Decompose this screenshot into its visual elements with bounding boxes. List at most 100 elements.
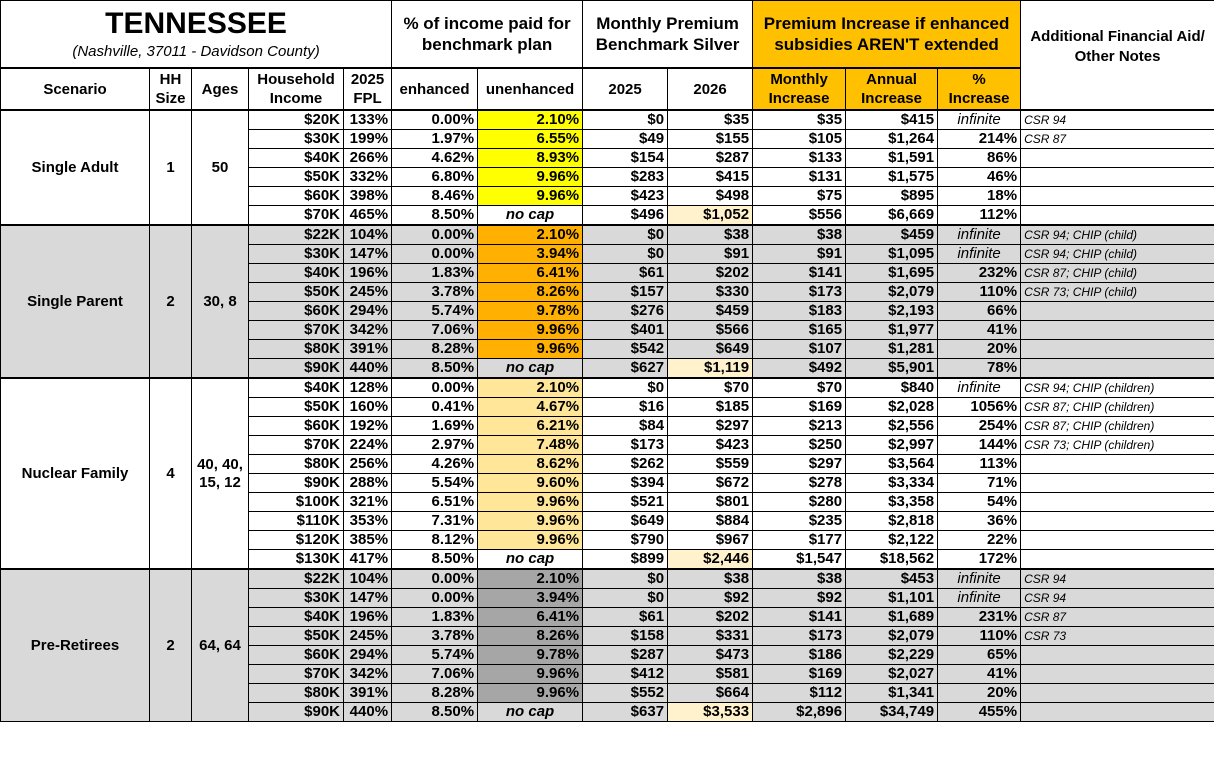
unenhanced-pct-cell: 6.21% <box>477 416 584 436</box>
annual-increase-cell: $1,689 <box>845 607 939 627</box>
income-cell: $50K <box>248 397 344 417</box>
unenhanced-pct-cell: 6.41% <box>477 263 584 283</box>
monthly-increase-cell: $133 <box>752 148 847 168</box>
page-subtitle: (Nashville, 37011 - Davidson County) <box>72 42 320 60</box>
income-cell: $50K <box>248 626 344 646</box>
annual-increase-cell: $1,695 <box>845 263 939 283</box>
note-cell <box>1020 702 1214 722</box>
premium-2025-cell: $262 <box>582 454 669 474</box>
premium-2026-cell: $1,052 <box>667 205 754 226</box>
unenhanced-pct-cell: 2.10% <box>477 568 584 589</box>
table-row: $30K 147% 0.00% 3.94% $0 $92 $92 $1,101 infinite… <box>1 588 1214 608</box>
column-header: Annual Increase <box>845 67 939 111</box>
fpl-cell: 332% <box>342 167 393 187</box>
premium-2025-cell: $899 <box>582 549 669 570</box>
scenario-cell: Single Adult <box>0 109 150 226</box>
hh-size-cell: 1 <box>149 109 192 226</box>
income-cell: $40K <box>248 607 344 627</box>
enhanced-pct-cell: 7.06% <box>391 664 479 684</box>
table-row: $60K 294% 5.74% 9.78% $287 $473 $186 $2,229 65% <box>1 645 1214 665</box>
note-cell <box>1020 301 1214 321</box>
monthly-increase-cell: $105 <box>752 129 847 149</box>
annual-increase-cell: $1,575 <box>845 167 939 187</box>
enhanced-pct-cell: 0.00% <box>391 568 479 589</box>
annual-increase-cell: $5,901 <box>845 358 939 379</box>
premium-2026-cell: $38 <box>667 568 754 589</box>
enhanced-pct-cell: 5.74% <box>391 301 479 321</box>
monthly-increase-cell: $186 <box>752 645 847 665</box>
annual-increase-cell: $3,358 <box>845 492 939 512</box>
premium-2026-cell: $559 <box>667 454 754 474</box>
fpl-cell: 321% <box>342 492 393 512</box>
pct-increase-cell: 46% <box>937 167 1022 187</box>
premium-2026-cell: $473 <box>667 645 754 665</box>
monthly-increase-cell: $112 <box>752 683 847 703</box>
fpl-cell: 104% <box>342 224 393 245</box>
annual-increase-cell: $18,562 <box>845 549 939 570</box>
enhanced-pct-cell: 0.41% <box>391 397 479 417</box>
note-cell: CSR 87; CHIP (child) <box>1020 263 1214 283</box>
unenhanced-pct-cell: 7.48% <box>477 435 584 455</box>
table-row: $90K 440% 8.50% no cap $627 $1,119 $492 $5,901 7… <box>1 358 1214 379</box>
note-cell: CSR 87 <box>1020 129 1214 149</box>
pct-increase-cell: 144% <box>937 435 1022 455</box>
income-cell: $70K <box>248 664 344 684</box>
hh-size-cell: 2 <box>149 568 192 722</box>
annual-increase-cell: $2,079 <box>845 626 939 646</box>
pct-increase-cell: 71% <box>937 473 1022 493</box>
pct-increase-cell: 113% <box>937 454 1022 474</box>
pct-increase-cell: infinite <box>937 244 1022 264</box>
fpl-cell: 288% <box>342 473 393 493</box>
ages-cell: 64, 64 <box>191 568 249 722</box>
note-cell <box>1020 683 1214 703</box>
enhanced-pct-cell: 8.28% <box>391 339 479 359</box>
enhanced-pct-cell: 8.50% <box>391 358 479 379</box>
fpl-cell: 192% <box>342 416 393 436</box>
premium-2026-cell: $498 <box>667 186 754 206</box>
fpl-cell: 294% <box>342 645 393 665</box>
pct-increase-cell: 231% <box>937 607 1022 627</box>
monthly-increase-cell: $75 <box>752 186 847 206</box>
table-row: $40K 196% 1.83% 6.41% $61 $202 $141 $1,695 232% C… <box>1 263 1214 283</box>
premium-2025-cell: $0 <box>582 588 669 608</box>
monthly-increase-cell: $169 <box>752 664 847 684</box>
fpl-cell: 417% <box>342 549 393 570</box>
premium-2026-cell: $202 <box>667 607 754 627</box>
income-cell: $40K <box>248 377 344 398</box>
unenhanced-pct-cell: 2.10% <box>477 224 584 245</box>
fpl-cell: 342% <box>342 320 393 340</box>
unenhanced-pct-cell: 3.94% <box>477 588 584 608</box>
premium-2026-cell: $884 <box>667 511 754 531</box>
annual-increase-cell: $1,264 <box>845 129 939 149</box>
annual-increase-cell: $1,591 <box>845 148 939 168</box>
enhanced-pct-cell: 4.26% <box>391 454 479 474</box>
premium-2026-cell: $415 <box>667 167 754 187</box>
fpl-cell: 398% <box>342 186 393 206</box>
premium-2025-cell: $276 <box>582 301 669 321</box>
annual-increase-cell: $2,122 <box>845 530 939 550</box>
enhanced-pct-cell: 1.83% <box>391 263 479 283</box>
unenhanced-pct-cell: no cap <box>477 549 584 570</box>
fpl-cell: 342% <box>342 664 393 684</box>
fpl-cell: 196% <box>342 263 393 283</box>
annual-increase-cell: $453 <box>845 568 939 589</box>
income-cell: $50K <box>248 167 344 187</box>
income-cell: $70K <box>248 435 344 455</box>
monthly-increase-cell: $235 <box>752 511 847 531</box>
enhanced-pct-cell: 1.83% <box>391 607 479 627</box>
monthly-increase-cell: $38 <box>752 224 847 245</box>
monthly-increase-cell: $169 <box>752 397 847 417</box>
unenhanced-pct-cell: 9.60% <box>477 473 584 493</box>
unenhanced-pct-cell: 9.96% <box>477 186 584 206</box>
pct-income-header: % of income paid for benchmark plan <box>391 0 584 69</box>
income-cell: $80K <box>248 683 344 703</box>
note-cell: CSR 94 <box>1020 109 1214 130</box>
unenhanced-pct-cell: 2.10% <box>477 109 584 130</box>
unenhanced-pct-cell: 9.78% <box>477 645 584 665</box>
income-cell: $20K <box>248 109 344 130</box>
enhanced-pct-cell: 0.00% <box>391 109 479 130</box>
monthly-increase-cell: $131 <box>752 167 847 187</box>
enhanced-pct-cell: 0.00% <box>391 224 479 245</box>
annual-increase-cell: $34,749 <box>845 702 939 722</box>
monthly-increase-cell: $250 <box>752 435 847 455</box>
